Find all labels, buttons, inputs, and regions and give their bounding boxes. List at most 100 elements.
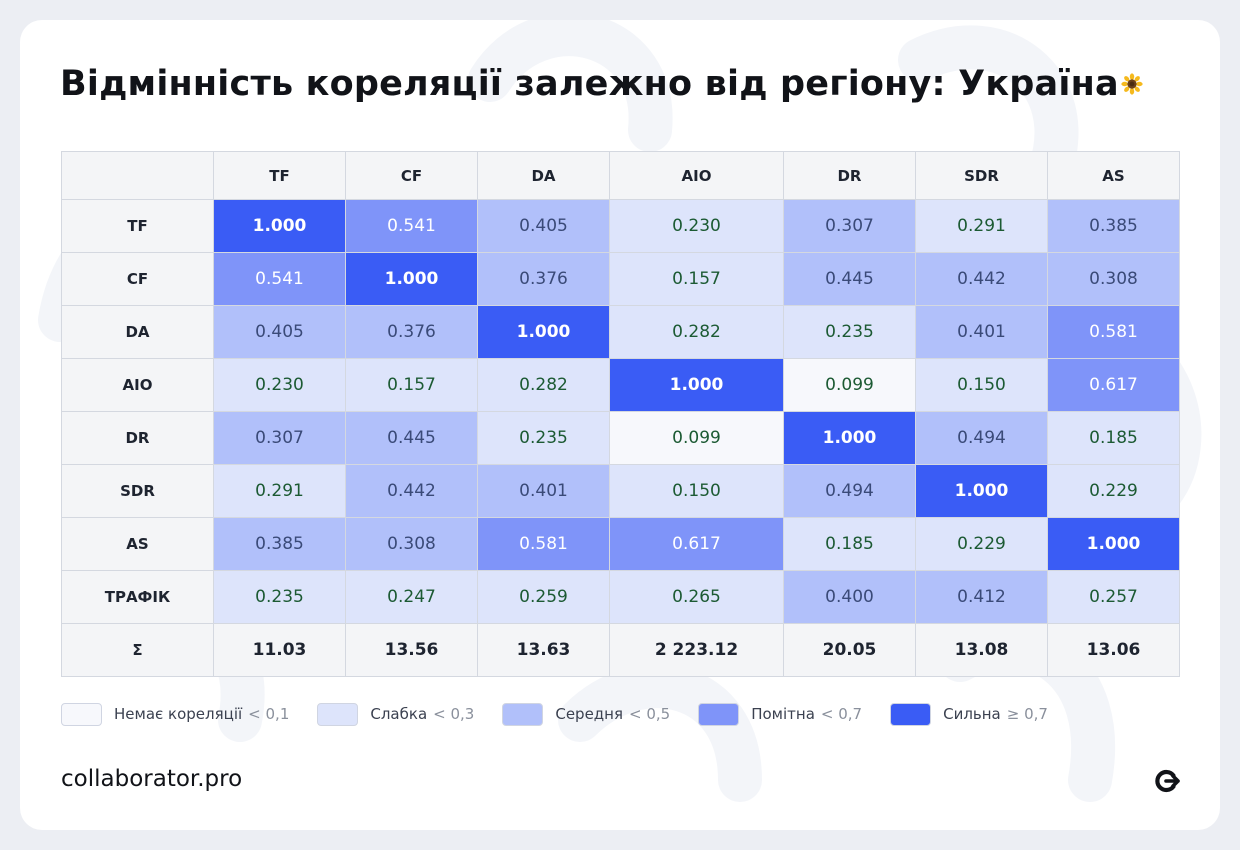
legend-label: Слабка: [370, 705, 428, 723]
heatmap-cell: 1.000: [1047, 517, 1180, 571]
sum-cell: 20.05: [783, 623, 916, 677]
heatmap-cell: 0.235: [477, 411, 610, 465]
heatmap-cell: 0.581: [1047, 305, 1180, 359]
sum-cell: 13.56: [345, 623, 478, 677]
heatmap-cell: 0.230: [609, 199, 784, 253]
chart-card: Відмінність кореляції залежно від регіон…: [20, 20, 1220, 830]
heatmap-cell: 0.412: [915, 570, 1048, 624]
heatmap-cell: 0.401: [477, 464, 610, 518]
heatmap-cell: 0.385: [1047, 199, 1180, 253]
heatmap-cell: 0.617: [609, 517, 784, 571]
heatmap-cell: 0.235: [783, 305, 916, 359]
table-row: AIO 0.230 0.157 0.282 1.000 0.099 0.150 0.617: [61, 358, 1180, 412]
legend-swatch-weak: [317, 702, 359, 726]
legend-condition: < 0,7: [820, 705, 863, 723]
heatmap-cell: 0.581: [477, 517, 610, 571]
heatmap-cell: 0.541: [213, 252, 346, 306]
heatmap-cell: 0.259: [477, 570, 610, 624]
legend-item: Сильна ≥ 0,7: [890, 702, 1048, 726]
chart-title: Відмінність кореляції залежно від регіон…: [60, 64, 1143, 104]
legend-condition: < 0,1: [248, 705, 290, 723]
correlation-table: TF CF DA AIO DR SDR AS TF 1.000 0.541 0.405…: [61, 151, 1180, 677]
table-row: CF 0.541 1.000 0.376 0.157 0.445 0.442 0.308: [61, 252, 1180, 306]
heatmap-cell: 0.494: [915, 411, 1048, 465]
sum-cell: 13.63: [477, 623, 610, 677]
table-row: ТРАФІК 0.235 0.247 0.259 0.265 0.400 0.412 0.25…: [61, 570, 1180, 624]
sum-row-header: Σ: [61, 623, 214, 677]
legend-swatch-strong: [890, 702, 932, 726]
legend-condition: ≥ 0,7: [1006, 705, 1048, 723]
heatmap-cell: 0.445: [345, 411, 478, 465]
heatmap-cell: 0.308: [1047, 252, 1180, 306]
header-row: TF CF DA AIO DR SDR AS: [61, 151, 1180, 200]
heatmap-cell: 0.442: [915, 252, 1048, 306]
heatmap-cell: 0.445: [783, 252, 916, 306]
legend-swatch-medium: [502, 702, 544, 726]
heatmap-cell: 0.157: [609, 252, 784, 306]
row-header: DR: [61, 411, 214, 465]
heatmap-cell: 0.291: [915, 199, 1048, 253]
title-text: Відмінність кореляції залежно від регіон…: [60, 64, 959, 104]
heatmap-cell: 0.157: [345, 358, 478, 412]
table-row: TF 1.000 0.541 0.405 0.230 0.307 0.291 0.385: [61, 199, 1180, 253]
column-header: AS: [1047, 151, 1180, 200]
row-header: ТРАФІК: [61, 570, 214, 624]
sum-row: Σ 11.03 13.56 13.63 2 223.12 20.05 13.08 13.06: [61, 623, 1180, 677]
table-row: AS 0.385 0.308 0.581 0.617 0.185 0.229 1.000: [61, 517, 1180, 571]
column-header: CF: [345, 151, 478, 200]
table-row: DR 0.307 0.445 0.235 0.099 1.000 0.494 0.185: [61, 411, 1180, 465]
heatmap-cell: 0.405: [477, 199, 610, 253]
heatmap-cell: 0.442: [345, 464, 478, 518]
heatmap-cell: 0.185: [783, 517, 916, 571]
heatmap-cell: 0.229: [915, 517, 1048, 571]
collaborator-logo-icon: [1155, 769, 1180, 793]
sunflower-icon: [1121, 73, 1143, 95]
column-header: AIO: [609, 151, 784, 200]
heatmap-cell: 0.247: [345, 570, 478, 624]
sum-cell: 11.03: [213, 623, 346, 677]
legend-item: Середня < 0,5: [502, 702, 671, 726]
heatmap-cell: 0.541: [345, 199, 478, 253]
heatmap-cell: 0.229: [1047, 464, 1180, 518]
sum-cell: 13.06: [1047, 623, 1180, 677]
heatmap-cell: 1.000: [477, 305, 610, 359]
legend-condition: < 0,3: [433, 705, 475, 723]
table-row: SDR 0.291 0.442 0.401 0.150 0.494 1.000 0.229: [61, 464, 1180, 518]
table-row: DA 0.405 0.376 1.000 0.282 0.235 0.401 0.581: [61, 305, 1180, 359]
row-header: AIO: [61, 358, 214, 412]
legend: Немає кореляції < 0,1 Слабка < 0,3 Серед…: [61, 702, 1076, 726]
legend-label: Сильна: [943, 705, 1001, 723]
heatmap-cell: 0.185: [1047, 411, 1180, 465]
title-country: Україна: [958, 64, 1119, 104]
heatmap-cell: 0.230: [213, 358, 346, 412]
heatmap-cell: 0.235: [213, 570, 346, 624]
row-header: DA: [61, 305, 214, 359]
legend-label: Помітна: [751, 705, 815, 723]
row-header: SDR: [61, 464, 214, 518]
heatmap-cell: 1.000: [915, 464, 1048, 518]
heatmap-cell: 0.376: [345, 305, 478, 359]
legend-condition: < 0,5: [629, 705, 671, 723]
legend-label: Немає кореляції: [114, 705, 243, 723]
column-header: SDR: [915, 151, 1048, 200]
heatmap-cell: 0.099: [783, 358, 916, 412]
heatmap-cell: 0.150: [609, 464, 784, 518]
row-header: CF: [61, 252, 214, 306]
heatmap-cell: 0.150: [915, 358, 1048, 412]
brand-name: collaborator.pro: [61, 766, 243, 792]
legend-item: Немає кореляції < 0,1: [61, 702, 290, 726]
heatmap-cell: 1.000: [783, 411, 916, 465]
sum-cell: 2 223.12: [609, 623, 784, 677]
heatmap-cell: 0.401: [915, 305, 1048, 359]
legend-label: Середня: [555, 705, 623, 723]
heatmap-cell: 1.000: [213, 199, 346, 253]
sum-cell: 13.08: [915, 623, 1048, 677]
heatmap-cell: 0.400: [783, 570, 916, 624]
heatmap-cell: 0.282: [477, 358, 610, 412]
heatmap-cell: 0.307: [783, 199, 916, 253]
heatmap-cell: 1.000: [609, 358, 784, 412]
heatmap-cell: 1.000: [345, 252, 478, 306]
heatmap-cell: 0.405: [213, 305, 346, 359]
heatmap-cell: 0.494: [783, 464, 916, 518]
column-header: TF: [213, 151, 346, 200]
